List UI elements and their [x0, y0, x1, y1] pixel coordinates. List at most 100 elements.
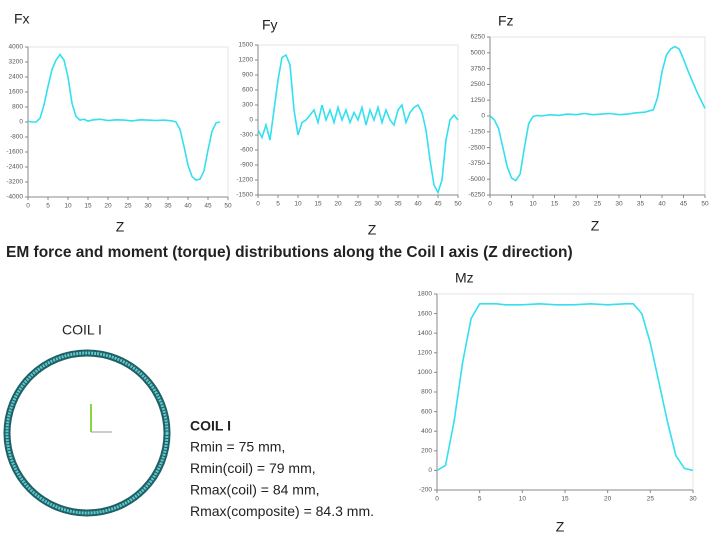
- x-tick-label: 5: [46, 203, 50, 210]
- x-tick-label: 50: [454, 201, 462, 208]
- y-tick-label: 4000: [9, 44, 24, 51]
- chart: MzZ-200020040060080010001200140016001800…: [418, 270, 697, 535]
- x-tick-label: 50: [224, 203, 232, 210]
- coil-drawing: [3, 349, 171, 517]
- x-tick-label: 15: [551, 201, 559, 208]
- y-tick-label: 1400: [418, 330, 433, 337]
- chart-title: Fx: [14, 11, 30, 27]
- coil-ring-mesh: [5, 351, 169, 515]
- x-tick-label: 30: [689, 496, 697, 503]
- x-tick-label: 45: [204, 203, 212, 210]
- data-line: [257, 53, 459, 195]
- y-tick-label: 1250: [471, 97, 486, 104]
- x-tick-label: 10: [529, 201, 537, 208]
- y-tick-label: 900: [242, 72, 253, 79]
- x-tick-label: 0: [435, 496, 439, 503]
- y-tick-label: 3750: [471, 65, 486, 72]
- y-tick-label: 0: [19, 119, 23, 126]
- x-tick-label: 20: [572, 201, 580, 208]
- chart-title: Fy: [262, 17, 278, 33]
- x-tick-label: 20: [104, 203, 112, 210]
- y-tick-label: 1800: [418, 291, 433, 298]
- chart: Fz Z -6250 -5000 -3750 -2500 -1250 0 1250 2500 375…: [468, 13, 709, 234]
- x-tick-label: 0: [488, 201, 492, 208]
- y-tick-label: -3200: [6, 179, 23, 186]
- chart-title: Fz: [498, 13, 514, 29]
- x-tick-label: 45: [680, 201, 688, 208]
- data-line: [27, 53, 221, 181]
- y-tick-label: 1500: [239, 42, 254, 49]
- x-tick-label: 5: [276, 201, 280, 208]
- x-tick-label: 15: [561, 496, 569, 503]
- x-tick-label: 25: [594, 201, 602, 208]
- y-tick-label: -800: [10, 134, 23, 141]
- x-tick-label: 0: [256, 201, 260, 208]
- y-tick-label: -200: [419, 487, 432, 494]
- data-line: [436, 302, 694, 472]
- info-title: COIL I: [190, 418, 231, 434]
- x-tick-label: 15: [84, 203, 92, 210]
- info-line: Rmin(coil) = 79 mm,: [190, 460, 316, 476]
- x-tick-label: 35: [164, 203, 172, 210]
- y-tick-label: 5000: [471, 50, 486, 57]
- info-line: Rmax(coil) = 84 mm,: [190, 482, 320, 498]
- slide-title: EM force and moment (torque) distributio…: [6, 244, 573, 261]
- y-tick-label: -6250: [468, 192, 485, 199]
- coil-label: COIL I: [62, 322, 102, 338]
- x-tick-label: 40: [184, 203, 192, 210]
- y-tick-label: 0: [428, 467, 432, 474]
- y-tick-label: 2400: [9, 74, 24, 81]
- x-tick-label: 10: [519, 496, 527, 503]
- y-tick-label: -1500: [236, 192, 253, 199]
- y-tick-label: 300: [242, 102, 253, 109]
- x-tick-label: 35: [637, 201, 645, 208]
- info-line: Rmax(composite) = 84.3 mm.: [190, 503, 374, 519]
- y-tick-label: 400: [421, 428, 432, 435]
- y-tick-label: -1250: [468, 129, 485, 136]
- chart: FyZ-1500-1200-900-600-300030060090012001…: [236, 17, 462, 238]
- x-tick-label: 5: [478, 496, 482, 503]
- x-axis-label: Z: [556, 519, 565, 535]
- y-tick-label: 800: [421, 389, 432, 396]
- x-tick-label: 20: [334, 201, 342, 208]
- plot-area: [436, 293, 694, 491]
- x-axis-label: Z: [368, 222, 377, 238]
- y-tick-label: 1000: [418, 369, 433, 376]
- y-tick-label: 0: [249, 117, 253, 124]
- y-tick-label: -300: [240, 132, 253, 139]
- y-tick-label: -1600: [6, 149, 23, 156]
- y-tick-label: 1600: [418, 310, 433, 317]
- data-line: [489, 45, 706, 182]
- y-tick-label: -1200: [236, 177, 253, 184]
- x-tick-label: 30: [374, 201, 382, 208]
- x-tick-label: 50: [701, 201, 709, 208]
- x-tick-label: 30: [615, 201, 623, 208]
- x-tick-label: 0: [26, 203, 30, 210]
- y-tick-label: 800: [12, 104, 23, 111]
- x-tick-label: 5: [510, 201, 514, 208]
- y-tick-label: -600: [240, 147, 253, 154]
- x-axis-label: Z: [591, 218, 600, 234]
- x-axis-label: Z: [116, 219, 125, 235]
- y-tick-label: 6250: [471, 34, 486, 41]
- y-tick-label: 3200: [9, 59, 24, 66]
- y-tick-label: -2400: [6, 164, 23, 171]
- x-tick-label: 25: [647, 496, 655, 503]
- chart: Fx Z -4000 -3200 -2400 -1600 -800 0 800 1600 2400 3…: [6, 11, 232, 235]
- chart-title: Mz: [455, 270, 474, 286]
- x-tick-label: 40: [658, 201, 666, 208]
- plot-area: [489, 36, 706, 196]
- x-tick-label: 45: [434, 201, 442, 208]
- y-tick-label: 600: [242, 87, 253, 94]
- y-tick-label: -5000: [468, 176, 485, 183]
- x-tick-label: 20: [604, 496, 612, 503]
- y-tick-label: 1200: [418, 350, 433, 357]
- info-line: Rmin = 75 mm,: [190, 439, 285, 455]
- y-tick-label: -900: [240, 162, 253, 169]
- x-tick-label: 30: [144, 203, 152, 210]
- x-tick-label: 10: [64, 203, 72, 210]
- x-tick-label: 15: [314, 201, 322, 208]
- x-tick-label: 35: [394, 201, 402, 208]
- x-tick-label: 25: [124, 203, 132, 210]
